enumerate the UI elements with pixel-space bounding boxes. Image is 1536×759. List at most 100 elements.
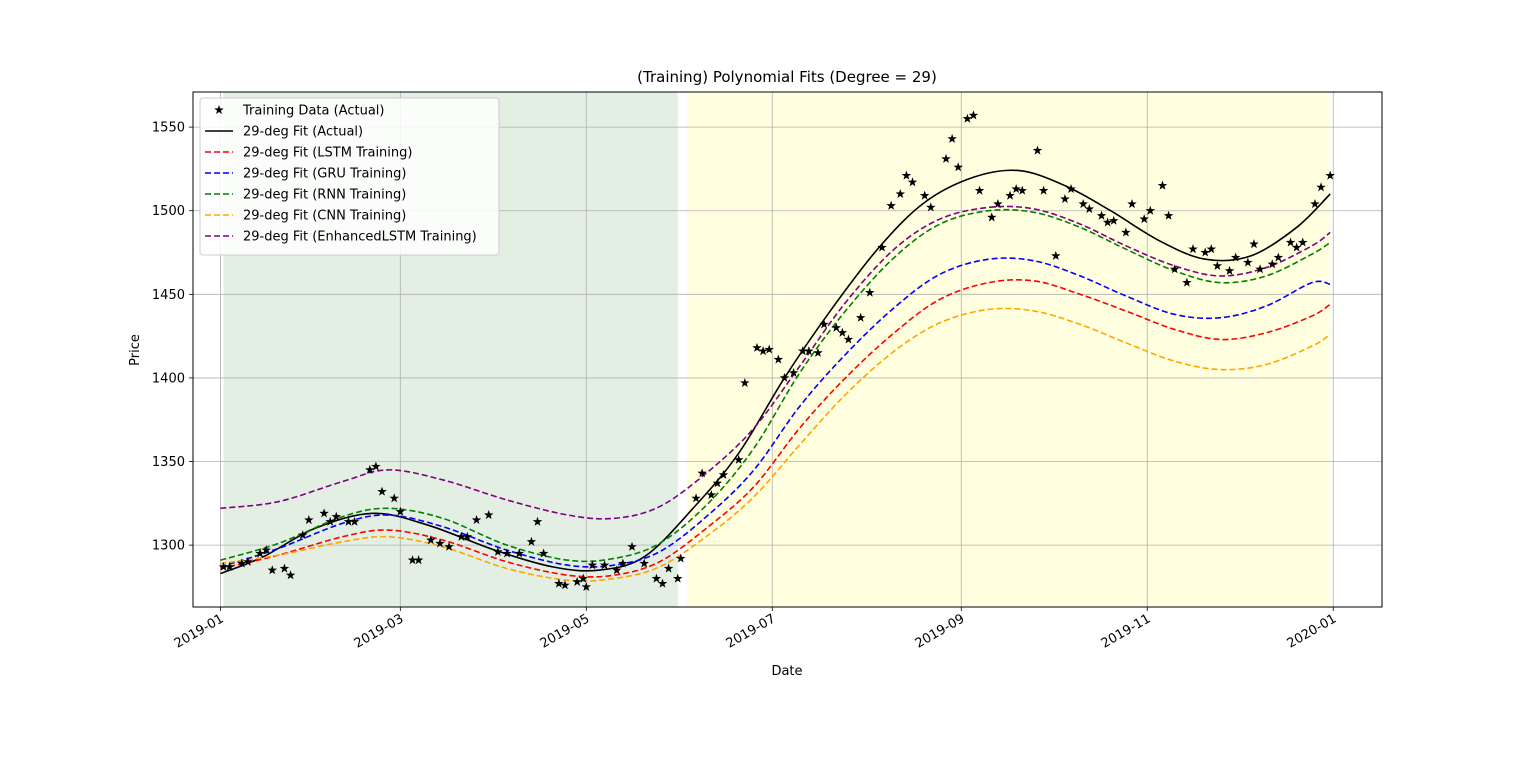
data-point	[1255, 264, 1265, 274]
x-tick-label: 2019-03	[352, 611, 407, 651]
data-point	[261, 545, 271, 555]
y-tick-label: 1300	[152, 539, 185, 554]
data-point	[1096, 210, 1107, 220]
data-point	[1273, 252, 1284, 262]
data-point	[413, 555, 424, 565]
data-point	[706, 489, 717, 500]
data-point	[612, 565, 622, 575]
data-point	[224, 561, 235, 571]
data-point	[1325, 170, 1335, 180]
data-point	[444, 541, 454, 551]
plot-frame	[192, 91, 1383, 608]
data-point	[538, 548, 549, 558]
data-point	[426, 535, 436, 545]
data-point	[651, 573, 662, 583]
data-point	[456, 531, 467, 541]
data-point	[639, 558, 649, 568]
x-axis-title: Date	[771, 664, 802, 679]
data-point	[1316, 182, 1326, 192]
data-point	[319, 508, 329, 518]
data-point	[886, 200, 896, 210]
data-point	[1200, 247, 1210, 257]
x-tick-label: 2020-01	[1285, 611, 1340, 651]
data-point	[773, 354, 784, 364]
data-point	[919, 190, 930, 200]
data-point	[1078, 199, 1088, 209]
data-point	[947, 133, 957, 143]
data-point	[237, 558, 247, 568]
legend-label: 29-deg Fit (GRU Training)	[243, 167, 406, 182]
data-point	[953, 162, 963, 172]
data-point	[285, 570, 296, 580]
data-point	[1005, 190, 1015, 200]
shaded-region-2	[686, 92, 1331, 607]
data-point	[941, 153, 951, 163]
data-point	[502, 548, 512, 558]
data-point	[974, 185, 985, 195]
data-point	[901, 170, 912, 180]
data-point	[1224, 265, 1235, 275]
data-point	[740, 377, 750, 387]
data-point	[1267, 259, 1277, 269]
data-point	[560, 580, 570, 590]
data-point	[855, 312, 866, 322]
data-point	[243, 556, 253, 566]
data-point	[1212, 260, 1223, 270]
data-point	[1182, 277, 1192, 287]
data-point	[587, 560, 598, 570]
data-point	[877, 242, 887, 252]
x-tick-label: 2019-01	[172, 611, 227, 651]
x-tick-label: 2019-07	[724, 611, 779, 651]
data-point	[779, 372, 790, 382]
data-point	[676, 553, 686, 563]
y-tick-label: 1550	[152, 121, 185, 136]
data-point	[663, 563, 674, 573]
data-point	[813, 347, 823, 357]
data-point	[365, 464, 375, 474]
data-point	[554, 578, 564, 588]
data-point	[483, 510, 494, 520]
data-point	[657, 578, 668, 588]
chart-title: (Training) Polynomial Fits (Degree = 29)	[637, 68, 937, 86]
data-point	[572, 576, 582, 586]
data-point	[218, 561, 229, 571]
data-point	[907, 177, 918, 187]
data-point	[1038, 185, 1049, 195]
data-point	[1206, 244, 1217, 254]
data-point	[599, 560, 610, 570]
data-point	[471, 515, 482, 525]
data-point	[1188, 244, 1198, 254]
data-point	[255, 548, 265, 558]
data-point	[377, 486, 387, 496]
data-point	[819, 319, 829, 329]
data-point	[331, 511, 342, 521]
data-point	[1032, 145, 1043, 155]
data-point	[843, 334, 854, 344]
data-point	[325, 516, 335, 526]
y-tick-label: 1350	[152, 455, 185, 470]
data-point	[733, 454, 744, 464]
data-point	[1102, 217, 1113, 227]
data-point	[987, 212, 997, 222]
data-point	[618, 558, 628, 568]
data-point	[407, 555, 418, 565]
data-point	[526, 536, 537, 546]
data-point	[435, 538, 445, 548]
data-point	[1127, 199, 1137, 209]
x-tick-label: 2019-05	[538, 611, 593, 651]
data-point	[1291, 242, 1302, 252]
data-point	[1084, 204, 1095, 214]
legend-label: 29-deg Fit (Actual)	[243, 125, 363, 140]
data-point	[371, 461, 381, 471]
data-point	[1108, 215, 1119, 225]
data-point	[1310, 199, 1320, 209]
data-point	[462, 531, 473, 541]
data-point	[962, 113, 973, 123]
data-point	[968, 110, 979, 120]
data-point	[865, 287, 875, 297]
data-point	[267, 565, 278, 575]
data-point	[993, 199, 1003, 209]
data-point	[389, 493, 399, 503]
legend-label: Training Data (Actual)	[242, 104, 384, 119]
